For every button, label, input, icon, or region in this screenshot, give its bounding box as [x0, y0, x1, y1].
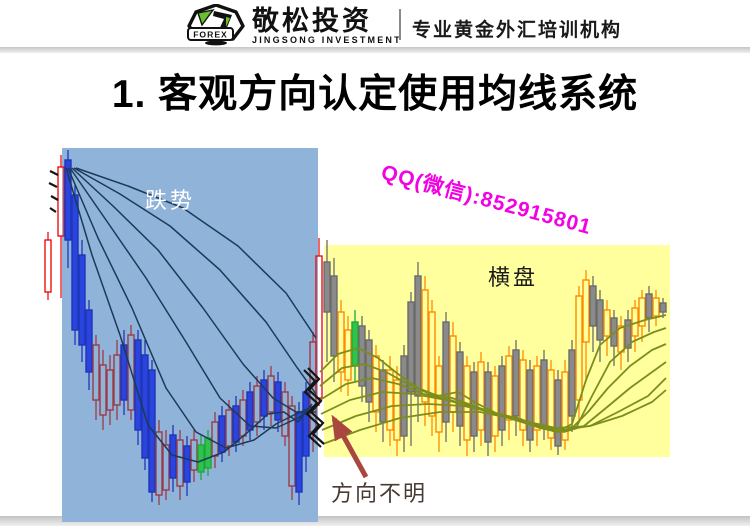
ma-line-navy: [71, 167, 316, 413]
brand-name-en: JINGSONG INVESTMENT: [252, 35, 402, 45]
candle-blue: [64, 150, 72, 268]
candle-maroon: [127, 325, 135, 420]
ma-line-navy: [73, 167, 317, 395]
candle-blue: [78, 240, 86, 362]
candle-orange: [491, 366, 499, 452]
ma-line-navy: [67, 167, 315, 449]
header: FOREX 敬松投资 JINGSONG INVESTMENT 专业黄金外汇培训机…: [0, 0, 750, 47]
candle-gray: [358, 316, 366, 402]
candle-orange: [428, 300, 436, 436]
candle-red: [44, 232, 52, 300]
candle-maroon: [176, 430, 184, 500]
candle-blue: [183, 436, 191, 496]
header-separator-band: [0, 47, 750, 53]
candle-maroon: [288, 396, 296, 500]
logo-text: FOREX: [193, 29, 228, 39]
candle-gray: [554, 370, 562, 455]
brand-block: 敬松投资 JINGSONG INVESTMENT: [252, 7, 402, 46]
candle-gray: [526, 360, 534, 452]
chart-layer: [44, 148, 670, 522]
label-downtrend: 跌势: [145, 188, 196, 213]
candle-gray: [589, 276, 597, 352]
candle-maroon: [99, 350, 107, 430]
candle-blue: [120, 330, 128, 415]
candle-gray: [407, 292, 415, 446]
slide-title: 1. 客观方向认定使用均线系统: [111, 73, 639, 116]
brand-name-cn: 敬松投资: [252, 6, 372, 36]
ma-knot-stroke: [49, 207, 57, 213]
candle-orange: [561, 360, 569, 450]
ma-knot-stroke: [303, 369, 322, 448]
candle-gray: [596, 290, 604, 362]
candle-red: [57, 155, 65, 298]
candle-maroon: [155, 420, 163, 505]
candle-orange: [547, 360, 555, 450]
candle-orange: [344, 316, 352, 396]
candle-blue: [85, 300, 93, 390]
direction-arrow: [331, 414, 369, 479]
candle-maroon: [190, 430, 198, 482]
candle-orange: [582, 270, 590, 382]
ma-knot-stroke: [48, 182, 58, 188]
ma-line-navy: [65, 167, 313, 463]
candle-orange: [505, 346, 513, 440]
candle-blue: [141, 340, 149, 470]
header-tagline: 专业黄金外汇培训机构: [412, 20, 623, 41]
candle-orange: [477, 352, 485, 446]
slide-bottom-edge: [0, 516, 750, 526]
candle-orange: [533, 356, 541, 446]
ma-line-olive: [322, 389, 667, 445]
ma-knot-stroke: [49, 170, 59, 176]
candle-blue: [71, 185, 79, 345]
candle-gray: [442, 312, 450, 442]
label-sideways: 横盘: [488, 265, 539, 290]
candle-gray: [624, 310, 632, 362]
candle-maroon: [106, 355, 114, 425]
candle-orange: [519, 350, 527, 446]
ma-line-navy: [69, 167, 316, 429]
candle-gray: [400, 345, 408, 452]
candle-maroon: [92, 335, 100, 420]
ma-knot-stroke: [307, 367, 325, 445]
candle-gray: [330, 258, 338, 382]
candle-maroon: [113, 340, 121, 420]
header-divider: [399, 9, 401, 40]
candle-blue: [169, 425, 177, 492]
ma-line-navy: [75, 167, 317, 339]
candle-gray: [323, 240, 331, 362]
candle-gray: [498, 356, 506, 446]
candle-gray: [414, 262, 422, 422]
candle-orange: [638, 290, 646, 342]
forex-logo-icon: FOREX: [187, 4, 245, 46]
candle-green: [197, 435, 205, 480]
candle-gray: [645, 286, 653, 332]
label-direction-unclear: 方向不明: [331, 481, 428, 506]
candle-maroon: [162, 430, 170, 500]
ma-knot-stroke: [50, 195, 59, 201]
candle-gray: [456, 342, 464, 446]
candle-orange: [337, 300, 345, 392]
